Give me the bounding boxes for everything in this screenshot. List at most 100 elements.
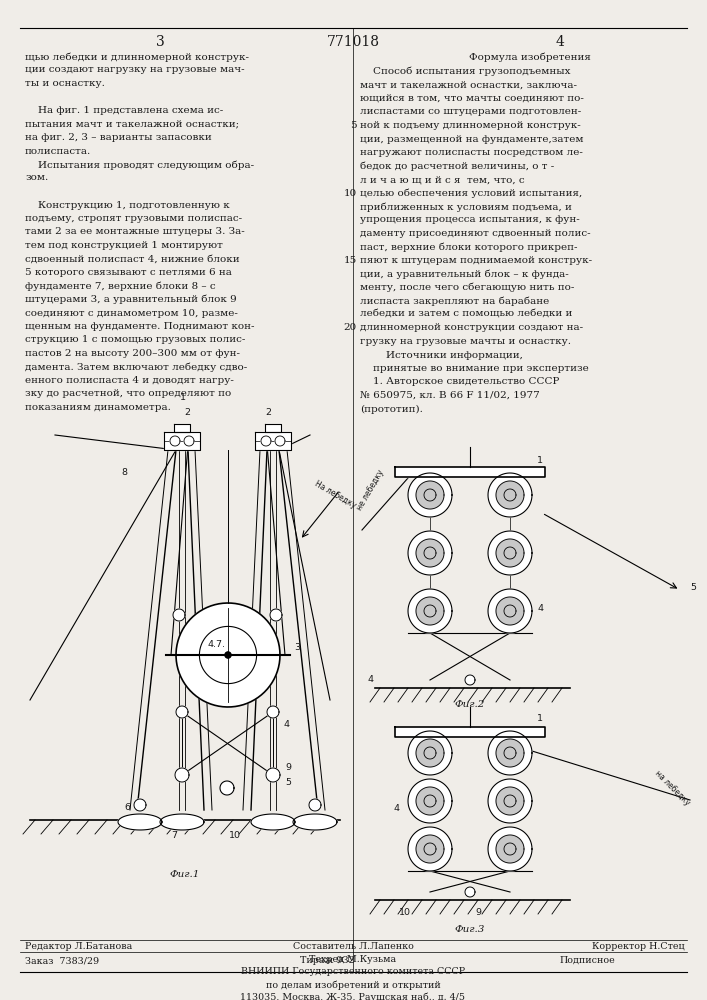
Text: 2: 2	[184, 408, 190, 417]
Polygon shape	[488, 589, 532, 633]
Text: 9: 9	[475, 908, 481, 917]
Polygon shape	[270, 609, 282, 621]
Text: лебедки и затем с помощью лебедки и: лебедки и затем с помощью лебедки и	[360, 310, 573, 319]
Polygon shape	[170, 436, 180, 446]
Text: упрощения процесса испытания, к фун-: упрощения процесса испытания, к фун-	[360, 216, 580, 225]
Text: 4: 4	[367, 675, 373, 684]
Text: 20: 20	[344, 324, 357, 332]
Polygon shape	[118, 814, 162, 830]
Polygon shape	[408, 531, 452, 575]
Text: Фиг.2: Фиг.2	[455, 700, 485, 709]
Polygon shape	[488, 827, 532, 871]
Polygon shape	[309, 799, 321, 811]
Text: ВНИИПИ Государственного комитета СССР: ВНИИПИ Государственного комитета СССР	[241, 967, 465, 976]
Text: 6: 6	[124, 803, 130, 812]
Polygon shape	[416, 787, 444, 815]
Text: нагружают полиспасты посредством ле-: нагружают полиспасты посредством ле-	[360, 148, 583, 157]
Polygon shape	[488, 779, 532, 823]
Text: Способ испытания грузоподъемных: Способ испытания грузоподъемных	[360, 67, 571, 77]
Polygon shape	[408, 779, 452, 823]
Text: 1: 1	[537, 714, 543, 723]
Text: 5: 5	[351, 121, 357, 130]
Polygon shape	[496, 739, 524, 767]
Text: На фиг. 1 представлена схема ис-: На фиг. 1 представлена схема ис-	[25, 106, 223, 115]
Text: 1: 1	[537, 456, 543, 465]
Polygon shape	[160, 814, 204, 830]
Text: 4: 4	[394, 804, 400, 813]
Polygon shape	[266, 768, 280, 782]
Polygon shape	[267, 706, 279, 718]
Polygon shape	[488, 731, 532, 775]
Text: Подписное: Подписное	[560, 956, 616, 965]
Polygon shape	[416, 597, 444, 625]
Text: пастов 2 на высоту 200–300 мм от фун-: пастов 2 на высоту 200–300 мм от фун-	[25, 349, 240, 358]
Text: 10: 10	[229, 831, 241, 840]
Polygon shape	[174, 424, 190, 432]
Text: лиспастами со штуцерами подготовлен-: лиспастами со штуцерами подготовлен-	[360, 107, 581, 116]
Text: фундаменте 7, верхние блоки 8 – с: фундаменте 7, верхние блоки 8 – с	[25, 282, 216, 291]
Polygon shape	[465, 887, 475, 897]
Polygon shape	[408, 731, 452, 775]
Polygon shape	[465, 675, 475, 685]
Text: 9: 9	[285, 763, 291, 772]
Text: ции, размещенной на фундаменте,затем: ции, размещенной на фундаменте,затем	[360, 134, 583, 143]
Polygon shape	[496, 835, 524, 863]
Polygon shape	[175, 768, 189, 782]
Text: щью лебедки и длинномерной конструк-: щью лебедки и длинномерной конструк-	[25, 52, 249, 62]
Text: струкцию 1 с помощью грузовых полис-: струкцию 1 с помощью грузовых полис-	[25, 336, 245, 344]
Text: ции создают нагрузку на грузовые мач-: ции создают нагрузку на грузовые мач-	[25, 66, 245, 75]
Text: (прототип).: (прототип).	[360, 404, 423, 414]
Text: приближенных к условиям подъема, и: приближенных к условиям подъема, и	[360, 202, 572, 212]
Text: зку до расчетной, что определяют по: зку до расчетной, что определяют по	[25, 389, 231, 398]
Text: 1. Авторское свидетельство СССР: 1. Авторское свидетельство СССР	[360, 377, 559, 386]
Text: Составитель Л.Лапенко: Составитель Л.Лапенко	[293, 942, 414, 951]
Text: Источники информации,: Источники информации,	[360, 351, 523, 360]
Text: 5 которого связывают с петлями 6 на: 5 которого связывают с петлями 6 на	[25, 268, 232, 277]
Text: 7: 7	[171, 831, 177, 840]
Text: 4: 4	[537, 604, 543, 613]
Text: 5: 5	[690, 583, 696, 592]
Polygon shape	[261, 436, 271, 446]
Text: л и ч а ю щ и й с я  тем, что, с: л и ч а ю щ и й с я тем, что, с	[360, 175, 525, 184]
Text: 15: 15	[344, 256, 357, 265]
Text: целью обеспечения условий испытания,: целью обеспечения условий испытания,	[360, 188, 583, 198]
Text: тами 2 за ее монтажные штуцеры 3. За-: тами 2 за ее монтажные штуцеры 3. За-	[25, 228, 245, 236]
Text: Фиг.3: Фиг.3	[455, 925, 485, 934]
Polygon shape	[496, 481, 524, 509]
Text: 113035, Москва, Ж-35, Раушская наб., д. 4/5: 113035, Москва, Ж-35, Раушская наб., д. …	[240, 993, 465, 1000]
Text: 3: 3	[156, 35, 164, 49]
Text: на лебедку: на лебедку	[653, 768, 691, 807]
Text: пытания мачт и такелажной оснастки;: пытания мачт и такелажной оснастки;	[25, 119, 239, 128]
Text: тем под конструкцией 1 монтируют: тем под конструкцией 1 монтируют	[25, 241, 223, 250]
Text: длинномерной конструкции создают на-: длинномерной конструкции создают на-	[360, 324, 583, 332]
Text: 4: 4	[556, 35, 564, 49]
Polygon shape	[173, 609, 185, 621]
Text: енного полиспаста 4 и доводят нагру-: енного полиспаста 4 и доводят нагру-	[25, 376, 234, 385]
Text: менту, после чего сбегающую нить по-: менту, после чего сбегающую нить по-	[360, 283, 574, 292]
Text: 5: 5	[285, 778, 291, 787]
Polygon shape	[184, 436, 194, 446]
Polygon shape	[395, 727, 545, 737]
Text: 2: 2	[265, 408, 271, 417]
Text: На лебедку: На лебедку	[312, 479, 357, 510]
Text: грузку на грузовые мачты и оснастку.: грузку на грузовые мачты и оснастку.	[360, 337, 571, 346]
Polygon shape	[488, 531, 532, 575]
Polygon shape	[220, 781, 234, 795]
Text: лиспаста закрепляют на барабане: лиспаста закрепляют на барабане	[360, 296, 549, 306]
Polygon shape	[134, 799, 146, 811]
Text: 4.7.: 4.7.	[207, 640, 225, 649]
Polygon shape	[395, 467, 545, 477]
Polygon shape	[496, 539, 524, 567]
Polygon shape	[496, 787, 524, 815]
Text: 8: 8	[121, 468, 127, 477]
Text: принятые во внимание при экспертизе: принятые во внимание при экспертизе	[360, 364, 589, 373]
Polygon shape	[265, 424, 281, 432]
Text: по делам изобретений и открытий: по делам изобретений и открытий	[266, 980, 440, 990]
Text: № 650975, кл. B 66 F 11/02, 1977: № 650975, кл. B 66 F 11/02, 1977	[360, 391, 539, 400]
Text: Фиг.1: Фиг.1	[170, 870, 200, 879]
Polygon shape	[275, 436, 285, 446]
Text: ющийся в том, что мачты соединяют по-: ющийся в том, что мачты соединяют по-	[360, 94, 584, 103]
Polygon shape	[488, 473, 532, 517]
Text: Тираж 932: Тираж 932	[300, 956, 355, 965]
Text: щенным на фундаменте. Поднимают кон-: щенным на фундаменте. Поднимают кон-	[25, 322, 255, 331]
